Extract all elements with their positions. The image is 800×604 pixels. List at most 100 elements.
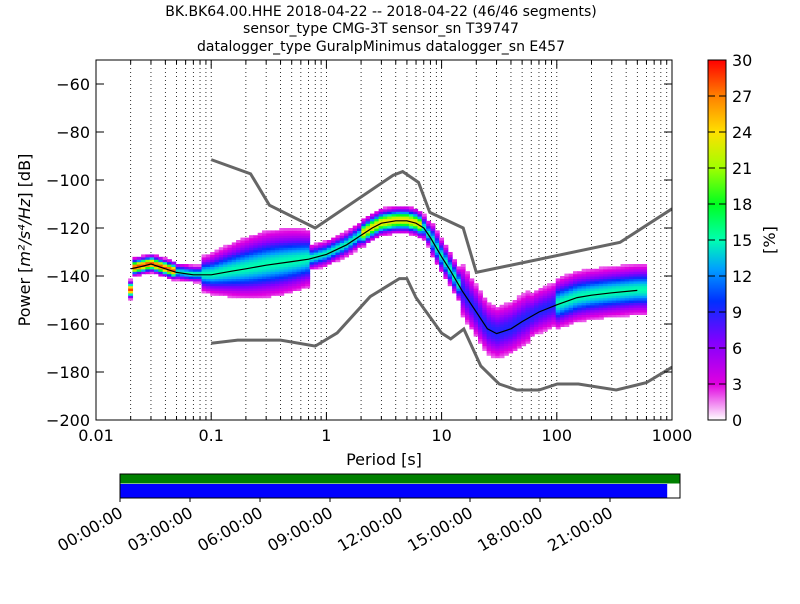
heatmap-cell — [218, 276, 224, 279]
heatmap-cell — [624, 288, 630, 291]
heatmap-cell — [244, 292, 250, 296]
heatmap-cell — [249, 273, 254, 277]
y-tick-label: −60 — [56, 75, 90, 94]
heatmap-cell — [560, 302, 565, 306]
heatmap-cell — [590, 314, 596, 318]
heatmap-cell — [404, 216, 410, 219]
heatmap-cell — [607, 276, 613, 279]
heatmap-cell — [607, 283, 613, 287]
heatmap-cell — [633, 290, 639, 294]
heatmap-cell — [292, 228, 298, 231]
heatmap-cell — [473, 328, 479, 332]
heatmap-cell — [538, 300, 544, 303]
heatmap-cell — [205, 271, 211, 275]
heatmap-cell — [594, 300, 600, 303]
heatmap-cell — [564, 304, 570, 308]
heatmap-cell — [244, 261, 250, 265]
heatmap-cell — [616, 309, 622, 313]
heatmap-cell — [529, 297, 535, 301]
heatmap-cell — [469, 312, 475, 315]
heatmap-cell — [542, 307, 548, 311]
heatmap-cell — [473, 316, 479, 320]
heatmap-cell — [547, 290, 553, 294]
heatmap-cell — [326, 244, 332, 248]
heatmap-cell — [270, 276, 276, 279]
heatmap-cell — [244, 295, 250, 299]
heatmap-cell — [547, 319, 553, 323]
heatmap-cell — [577, 314, 583, 318]
heatmap-cell — [253, 273, 259, 277]
heatmap-cell — [564, 312, 570, 315]
heatmap-cell — [465, 280, 470, 284]
heatmap-cell — [452, 285, 457, 289]
heatmap-cell — [270, 271, 276, 275]
heatmap-cell — [274, 268, 280, 272]
heatmap-cell — [266, 288, 272, 291]
heatmap-cell — [240, 280, 246, 284]
heatmap-cell — [283, 237, 289, 241]
heatmap-cell — [344, 249, 350, 253]
heatmap-cell — [223, 276, 229, 279]
heatmap-cell — [465, 271, 470, 275]
heatmap-cell — [296, 237, 302, 241]
heatmap-cell — [274, 249, 280, 253]
heatmap-cell — [616, 268, 622, 272]
heatmap-cell — [611, 276, 617, 279]
heatmap-cell — [577, 273, 583, 277]
heatmap-cell — [262, 266, 267, 270]
heatmap-cell — [266, 232, 272, 236]
heatmap-cell — [430, 232, 436, 236]
heatmap-cell — [262, 280, 267, 284]
curves — [130, 158, 672, 392]
heatmap-cell — [266, 273, 272, 277]
heatmap-cell — [499, 319, 505, 323]
heatmap-cell — [279, 235, 285, 239]
heatmap-cell — [287, 276, 293, 279]
heatmap-cell — [434, 261, 440, 265]
heatmap-cell — [326, 254, 332, 258]
heatmap-cell — [598, 302, 604, 306]
heatmap-cell — [637, 285, 643, 289]
heatmap-cell — [560, 316, 565, 320]
heatmap-cell — [508, 340, 514, 344]
heatmap-cell — [339, 247, 345, 251]
heatmap-cell — [486, 314, 492, 318]
heatmap-cell — [408, 211, 414, 215]
heatmap-cell — [253, 249, 259, 253]
heatmap-cell — [486, 343, 492, 347]
heatmap-cell — [585, 292, 591, 296]
heatmap-cell — [547, 321, 553, 325]
heatmap-cell — [210, 268, 216, 272]
heatmap-cell — [590, 297, 596, 301]
heatmap-cell — [236, 266, 242, 270]
heatmap-cell — [400, 220, 406, 224]
heatmap-cell — [473, 288, 479, 291]
heatmap-cell — [210, 278, 216, 282]
heatmap-cell — [292, 256, 298, 260]
heatmap-cell — [547, 312, 553, 315]
heatmap-cell — [495, 328, 501, 332]
heatmap-cell — [322, 244, 328, 248]
plot-area — [96, 60, 672, 420]
heatmap-cell — [486, 307, 492, 311]
heatmap-cell — [577, 271, 583, 275]
heatmap-cell — [560, 314, 565, 318]
heatmap-cell — [555, 304, 561, 308]
heatmap-cell — [521, 328, 527, 332]
heatmap-cell — [465, 276, 470, 279]
heatmap-cell — [512, 348, 518, 351]
heatmap-cell — [348, 232, 354, 236]
heatmap-cell — [568, 285, 574, 289]
heatmap-cell — [197, 278, 203, 282]
heatmap-cell — [382, 232, 388, 236]
heatmap-cell — [408, 228, 414, 231]
heatmap-cell — [305, 247, 311, 251]
heatmap-cell — [521, 292, 527, 296]
heatmap-cell — [568, 288, 574, 291]
heatmap-cell — [642, 288, 648, 291]
heatmap-cell — [309, 264, 315, 267]
heatmap-cell — [283, 268, 289, 272]
colorbar-tick-label: 6 — [732, 339, 742, 358]
heatmap-cell — [210, 292, 216, 296]
heatmap-cell — [486, 333, 492, 337]
